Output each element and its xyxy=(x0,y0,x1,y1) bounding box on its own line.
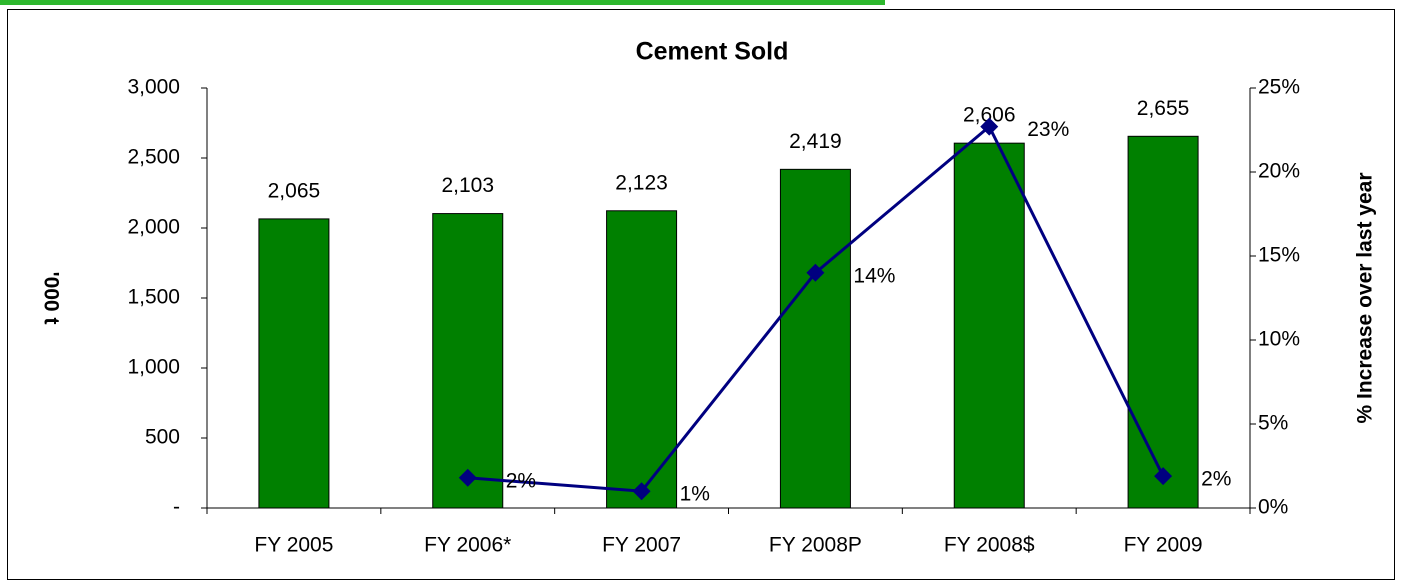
y2-tick-label: 10% xyxy=(1258,328,1300,351)
bar-value-label: 2,655 xyxy=(1137,97,1190,120)
x-tick-label: FY 2006* xyxy=(424,534,511,557)
y-tick-label: 3,000 xyxy=(127,76,180,99)
bar xyxy=(953,142,1025,509)
top-accent xyxy=(0,0,885,5)
bar-value-label: 2,419 xyxy=(789,130,842,153)
line-marker xyxy=(458,468,477,487)
line-marker xyxy=(1154,467,1173,486)
bar-value-label: 2,103 xyxy=(441,174,494,197)
line-value-label: 14% xyxy=(853,264,895,287)
bar xyxy=(258,218,330,509)
chart-title: Cement Sold xyxy=(636,38,789,66)
y-tick-label: 2,000 xyxy=(127,216,180,239)
x-tick-label: FY 2008P xyxy=(769,534,862,557)
bar-value-label: 2,606 xyxy=(963,104,1016,127)
y2-tick-label: 0% xyxy=(1258,496,1288,519)
x-tick-label: FY 2005 xyxy=(254,534,333,557)
y-axis-title: '000 t xyxy=(39,272,62,325)
line-marker xyxy=(806,263,825,282)
bar-value-label: 2,065 xyxy=(268,179,321,202)
y2-tick-label: 5% xyxy=(1258,412,1288,435)
line-value-label: 2% xyxy=(1201,468,1231,491)
x-tick-label: FY 2008$ xyxy=(944,534,1035,557)
line-value-label: 23% xyxy=(1027,118,1069,141)
x-tick-label: FY 2007 xyxy=(602,534,681,557)
y-tick-label: 1,500 xyxy=(127,286,180,309)
line-marker xyxy=(980,117,999,136)
line-value-label: 2% xyxy=(506,469,536,492)
bar xyxy=(606,210,678,509)
bar xyxy=(432,213,504,509)
y2-axis-title: % Increase over last year xyxy=(1354,173,1377,424)
x-tick-label: FY 2009 xyxy=(1124,534,1203,557)
line-value-label: 1% xyxy=(680,483,710,506)
bar xyxy=(779,168,851,509)
y-tick-label: 2,500 xyxy=(127,146,180,169)
y2-tick-label: 15% xyxy=(1258,244,1300,267)
bar-value-label: 2,123 xyxy=(615,171,668,194)
y-tick-label: - xyxy=(173,496,180,519)
bar xyxy=(1127,135,1199,509)
y-tick-label: 500 xyxy=(145,426,180,449)
y-tick-label: 1,000 xyxy=(127,356,180,379)
y2-tick-label: 25% xyxy=(1258,76,1300,99)
line-marker xyxy=(632,482,651,501)
y2-tick-label: 20% xyxy=(1258,160,1300,183)
